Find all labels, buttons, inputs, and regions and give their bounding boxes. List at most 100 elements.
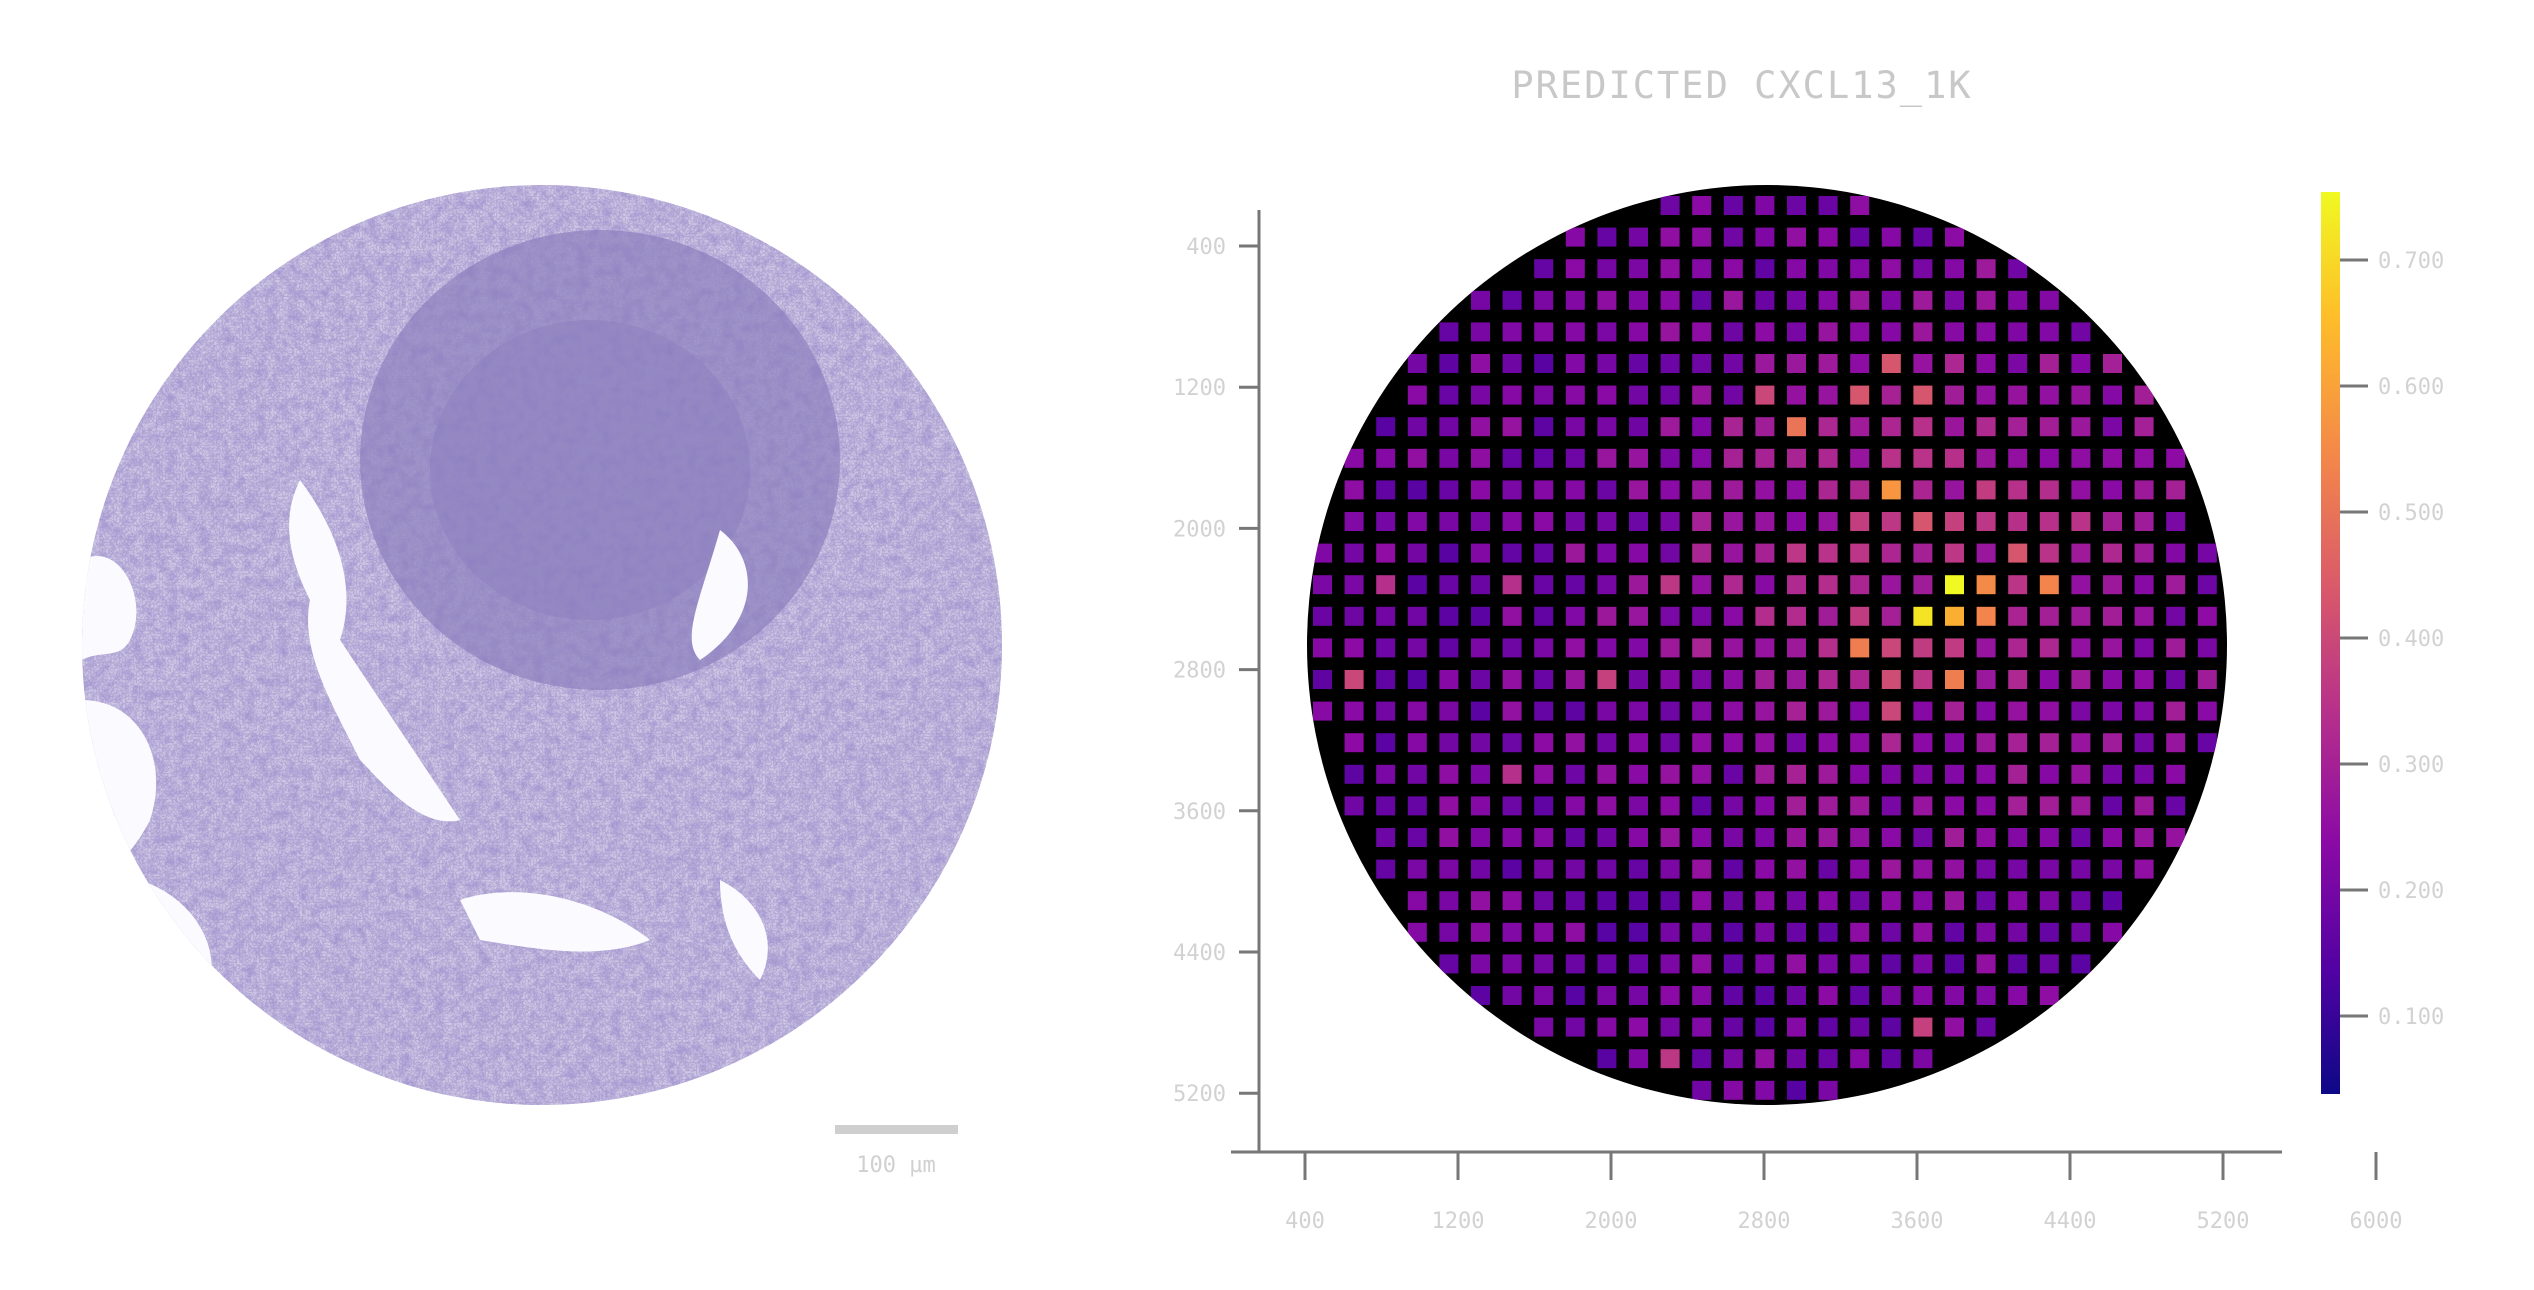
heatmap-cell — [1313, 638, 1332, 658]
heatmap-cell — [2134, 480, 2154, 500]
heatmap-cell — [1439, 512, 1459, 531]
heatmap-cell — [1976, 543, 1996, 563]
heatmap-cell — [1344, 543, 1364, 563]
heatmap-cell — [1629, 954, 1648, 974]
heatmap-cell — [1597, 828, 1617, 847]
heatmap-cell — [1597, 606, 1617, 626]
heatmap-cell — [1344, 512, 1364, 531]
heatmap-cell — [1471, 638, 1490, 658]
heatmap-cell — [1787, 670, 1806, 689]
heatmap-cell — [1692, 196, 1712, 215]
heatmap-cell — [1881, 354, 1901, 373]
heatmap-cell — [1692, 796, 1712, 816]
heatmap-cell — [1945, 701, 1964, 721]
heatmap-cell — [2134, 733, 2154, 753]
heatmap-cell — [1534, 733, 1554, 753]
heatmap-cell — [1629, 480, 1648, 500]
heatmap-cell — [1692, 354, 1712, 373]
heatmap-cell — [1818, 606, 1838, 626]
heatmap-cell — [1850, 796, 1870, 816]
heatmap-cell — [1565, 543, 1585, 563]
heatmap-cell — [1945, 954, 1964, 974]
heatmap-cell — [1534, 701, 1554, 721]
heatmap-cell — [1945, 796, 1964, 816]
heatmap-cell — [1692, 764, 1712, 784]
heatmap-cell — [2039, 575, 2059, 595]
heatmap-cell — [1565, 922, 1585, 942]
heatmap-cell — [1376, 701, 1396, 721]
heatmap-cell — [1818, 701, 1838, 721]
heatmap-cell — [1692, 670, 1712, 689]
heatmap-cell — [1376, 512, 1396, 531]
heatmap-cell — [1913, 638, 1933, 658]
heatmap-cell — [1534, 259, 1554, 279]
heatmap-cell — [1692, 859, 1712, 879]
heatmap-cell — [1976, 448, 1996, 468]
heatmap-cell — [1692, 417, 1712, 437]
heatmap-cell — [1755, 859, 1775, 879]
heatmap-cell — [1723, 227, 1743, 247]
heatmap-cell — [1881, 227, 1901, 247]
heatmap-cell — [1913, 512, 1933, 531]
heatmap-cell — [1597, 259, 1617, 279]
heatmap-cell — [1755, 891, 1775, 911]
heatmap-cell — [1976, 385, 1996, 405]
heatmap-cell — [1502, 417, 1522, 437]
heatmap-cell — [1755, 701, 1775, 721]
heatmap-cell — [1850, 385, 1870, 405]
heatmap-cell — [1534, 606, 1554, 626]
heatmap-cell — [1881, 796, 1901, 816]
heatmap-cell — [2039, 986, 2059, 1005]
heatmap-cell — [1629, 701, 1648, 721]
heatmap-cell — [1976, 701, 1996, 721]
heatmap-cell — [2071, 385, 2091, 405]
heatmap-cell — [1787, 448, 1806, 468]
heatmap-cell — [1818, 859, 1838, 879]
heatmap-cell — [1881, 638, 1901, 658]
heatmap-cell — [1660, 575, 1680, 595]
heatmap-cell — [1597, 986, 1617, 1005]
heatmap-cell — [1660, 922, 1680, 942]
heatmap-cell — [2103, 385, 2122, 405]
heatmap-cell — [2197, 606, 2217, 626]
heatmap-cell — [1502, 543, 1522, 563]
heatmap-cell — [2039, 543, 2059, 563]
scale-bar-label: 100 µm — [856, 1153, 935, 1178]
heatmap-cell — [1565, 796, 1585, 816]
heatmap-cell — [1723, 1017, 1743, 1037]
heatmap-cell — [1723, 385, 1743, 405]
heatmap-cell — [1723, 480, 1743, 500]
heatmap-cell — [1439, 385, 1459, 405]
heatmap-cell — [1407, 638, 1427, 658]
heatmap-cell — [2166, 764, 2186, 784]
heatmap-cell — [1976, 606, 1996, 626]
heatmap-cell — [1629, 670, 1648, 689]
heatmap-cell — [2039, 606, 2059, 626]
heatmap-cell — [1755, 385, 1775, 405]
heatmap-cell — [2008, 701, 2028, 721]
heatmap-cell — [1534, 670, 1554, 689]
heatmap-cell — [1913, 1049, 1933, 1069]
heatmap-cell — [2134, 764, 2154, 784]
colorbar-tick-label: 0.700 — [2378, 249, 2444, 274]
heatmap-cell — [1881, 543, 1901, 563]
heatmap-cell — [1376, 670, 1396, 689]
heatmap-cell — [1692, 290, 1712, 310]
heatmap-cell — [1534, 354, 1554, 373]
heatmap-cell — [1471, 543, 1490, 563]
heatmap-cell — [1660, 354, 1680, 373]
heatmap-cell — [2071, 701, 2091, 721]
heatmap-cell — [1881, 448, 1901, 468]
heatmap-cell — [1597, 543, 1617, 563]
heatmap-cell — [2166, 796, 2186, 816]
heatmap-cell — [1755, 638, 1775, 658]
heatmap-cell — [1534, 796, 1554, 816]
heatmap-cell — [1976, 859, 1996, 879]
heatmap-cell — [1534, 322, 1554, 342]
heatmap-cell — [1692, 322, 1712, 342]
heatmap-cell — [1471, 764, 1490, 784]
heatmap-cell — [1787, 891, 1806, 911]
heatmap-cell — [2103, 638, 2122, 658]
heatmap-cell — [1597, 480, 1617, 500]
